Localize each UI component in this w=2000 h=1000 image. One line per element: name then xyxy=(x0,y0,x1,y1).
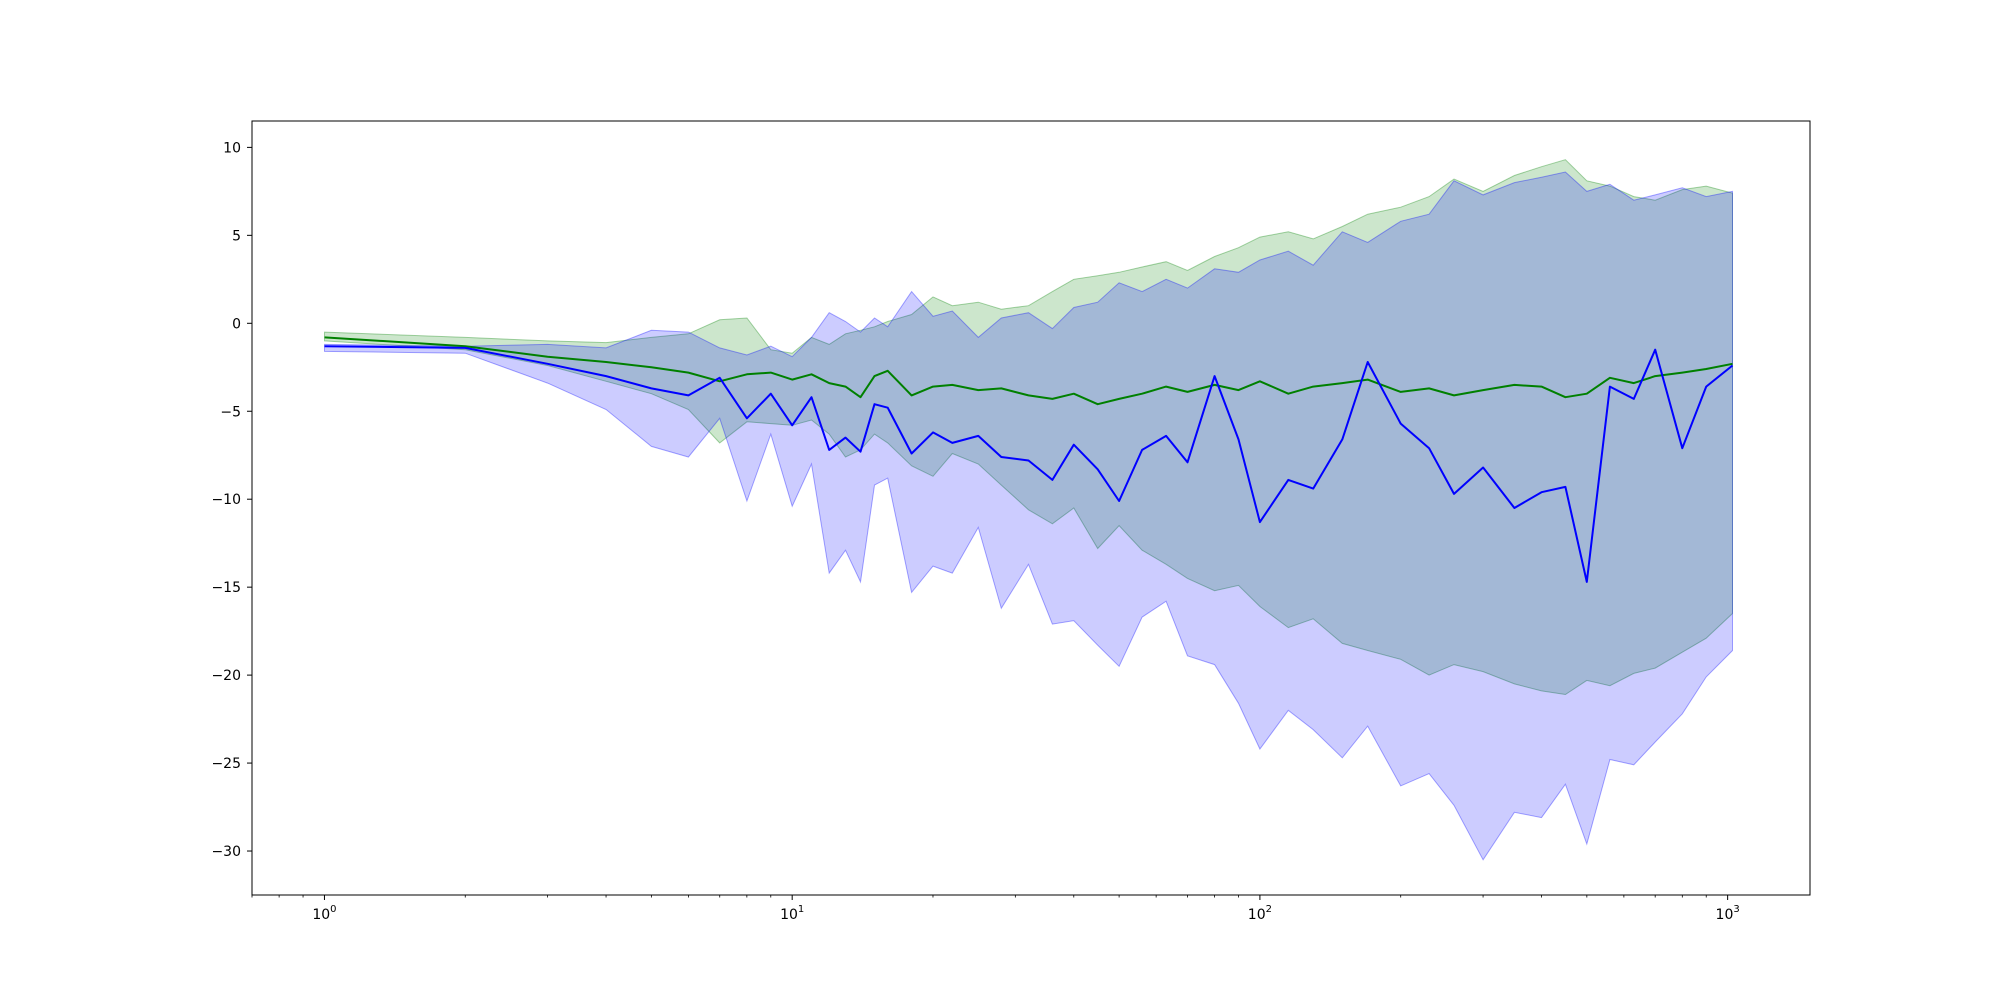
y-axis: 10 5 0 −5 −10 −15 −20 −25 −30 xyxy=(211,140,252,860)
x-tick-label: 102 xyxy=(1248,904,1272,923)
y-tick-label: 10 xyxy=(223,140,241,156)
x-tick-label: 101 xyxy=(780,904,804,923)
x-axis: 100 101 102 103 xyxy=(251,895,1740,923)
series-2-band xyxy=(324,171,1733,861)
y-tick-label: 5 xyxy=(232,228,241,244)
y-tick-label: −30 xyxy=(211,844,241,860)
series-1-line xyxy=(324,336,1733,406)
y-tick-label: −15 xyxy=(211,580,241,596)
y-tick-label: −10 xyxy=(211,492,241,508)
x-tick-label: 100 xyxy=(312,904,336,923)
x-tick-label: 103 xyxy=(1716,904,1740,923)
series-lines xyxy=(324,336,1734,583)
series-1-band xyxy=(324,159,1733,696)
y-tick-label: −20 xyxy=(211,668,241,684)
y-tick-label: −25 xyxy=(211,756,241,772)
series-2-line xyxy=(324,345,1734,583)
y-tick-label: −5 xyxy=(220,404,241,420)
y-tick-label: 0 xyxy=(232,316,241,332)
plot-frame xyxy=(251,120,1811,896)
confidence-bands xyxy=(324,159,1733,861)
